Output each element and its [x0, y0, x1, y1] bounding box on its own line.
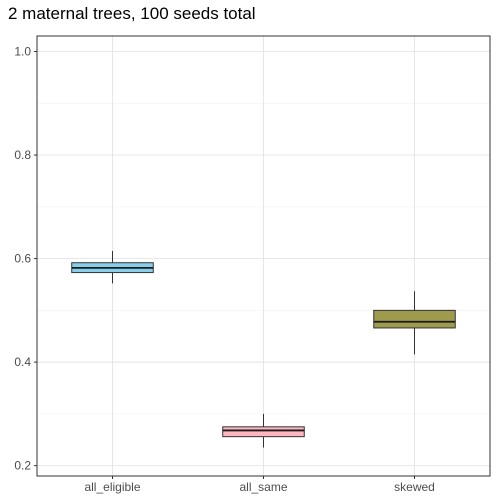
y-tick-label: 0.2	[14, 459, 31, 473]
x-tick-label: skewed	[394, 480, 435, 494]
y-tick-label: 0.6	[14, 252, 31, 266]
x-tick-label: all_eligible	[84, 480, 140, 494]
grid	[37, 36, 490, 476]
y-tick-label: 0.4	[14, 355, 31, 369]
chart-title: 2 maternal trees, 100 seeds total	[8, 4, 256, 23]
boxes	[71, 250, 456, 448]
y-tick-label: 0.8	[14, 148, 31, 162]
box-all_same	[222, 426, 305, 438]
y-tick-label: 1.0	[14, 45, 31, 59]
axes: 0.2 0.4 0.6 0.8 1.0 all_eligible all_same skewe…	[14, 45, 435, 494]
x-tick-label: all_same	[239, 480, 287, 494]
box-skewed	[373, 309, 456, 329]
